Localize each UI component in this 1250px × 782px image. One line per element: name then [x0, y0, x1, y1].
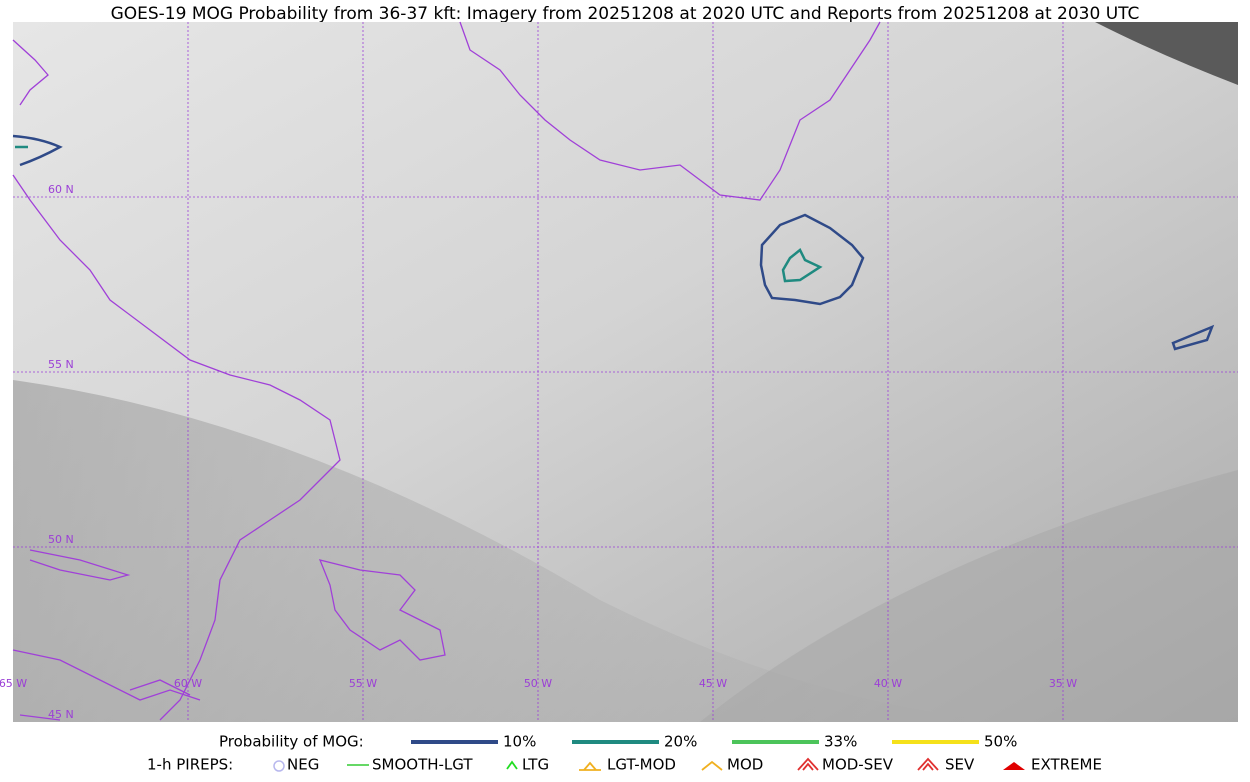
mog-contour-20 [781, 248, 823, 283]
coastline [12, 39, 341, 721]
pirep-icon [917, 757, 939, 771]
lat-label: 50 N [48, 533, 74, 546]
mog-contour-10 [12, 134, 63, 167]
legend-label: MOD-SEV [822, 756, 894, 774]
legend-label: SMOOTH-LGT [372, 756, 473, 774]
pirep-icon [579, 761, 601, 771]
coastline [459, 21, 881, 201]
pirep-icon [506, 760, 518, 770]
lon-label: 40 W [874, 677, 902, 690]
mog-contour-10 [759, 213, 865, 306]
pirep-icon [701, 760, 723, 771]
dry-band [13, 380, 1000, 722]
legend-label: MOD [727, 756, 763, 774]
legend-label: 33% [824, 733, 857, 751]
title: GOES-19 MOG Probability from 36-37 kft: … [111, 4, 1140, 24]
legend-title: 1-h PIREPS: [147, 756, 233, 774]
lon-label: 35 W [1049, 677, 1077, 690]
pirep-icon [273, 760, 285, 772]
shade [700, 470, 1238, 722]
legend-label: NEG [287, 756, 319, 774]
lat-label: 55 N [48, 358, 74, 371]
pirep-icon [1003, 762, 1025, 770]
legend-label: 50% [984, 733, 1017, 751]
legend-label: 10% [503, 733, 536, 751]
lon-label: 60 W [174, 677, 202, 690]
no-data [1095, 22, 1238, 85]
coastline [318, 559, 446, 661]
lon-label: 55 W [349, 677, 377, 690]
legend-label: LTG [522, 756, 549, 774]
legend-label: EXTREME [1031, 756, 1102, 774]
legend-label: LGT-MOD [607, 756, 676, 774]
coastline [12, 549, 201, 721]
legend-title: Probability of MOG: [219, 733, 364, 751]
mog-contour-10 [1171, 324, 1215, 351]
map: 65 W 60 W 55 W 50 W 45 W 40 W 35 W 60 N 55 N 50 N… [0, 21, 1238, 722]
legend-label: SEV [945, 756, 975, 774]
lat-label: 45 N [48, 708, 74, 721]
lon-label: 45 W [699, 677, 727, 690]
pirep-icon [797, 757, 819, 771]
lon-label: 50 W [524, 677, 552, 690]
lon-label: 65 W [0, 677, 27, 690]
legend-label: 20% [664, 733, 697, 751]
lat-label: 60 N [48, 183, 74, 196]
